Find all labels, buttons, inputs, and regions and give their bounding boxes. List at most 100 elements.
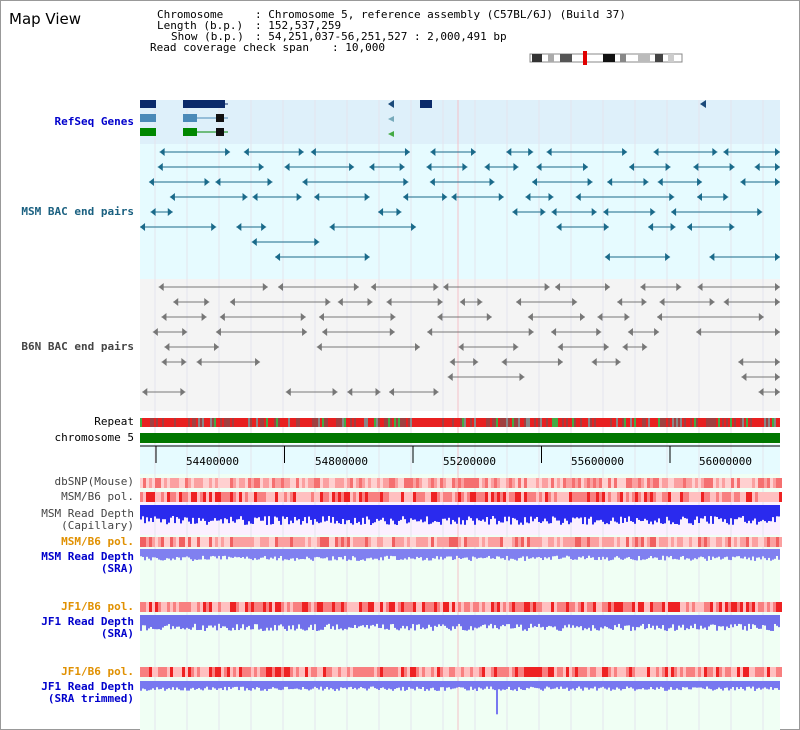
- heat-cell: [764, 537, 767, 547]
- heat-cell: [479, 602, 482, 612]
- repeat-block: [372, 418, 374, 427]
- heat-cell: [179, 667, 182, 677]
- depth-bar: [418, 549, 420, 558]
- depth-bar: [736, 615, 738, 626]
- depth-bar: [492, 505, 494, 517]
- depth-bar: [482, 615, 484, 625]
- depth-bar: [562, 549, 564, 558]
- depth-bar: [538, 505, 540, 522]
- repeat-block: [748, 418, 750, 427]
- heat-cell: [167, 492, 170, 502]
- b6n-bac-end: [433, 388, 439, 396]
- b6n-bac-end: [182, 328, 188, 336]
- heat-cell: [404, 667, 407, 677]
- repeat-block: [712, 418, 714, 427]
- depth-bar: [340, 681, 342, 688]
- depth-bar: [456, 615, 458, 627]
- repeat-block: [720, 418, 722, 427]
- heat-cell: [443, 478, 446, 488]
- depth-bar: [604, 505, 606, 525]
- heat-cell: [203, 478, 206, 488]
- heat-cell: [527, 667, 530, 677]
- depth-bar: [308, 549, 310, 559]
- heat-cell: [494, 492, 497, 502]
- depth-bar: [558, 681, 560, 690]
- heat-cell: [464, 537, 467, 547]
- depth-bar: [442, 505, 444, 519]
- depth-bar: [350, 681, 352, 687]
- msm-bac-end: [775, 253, 780, 261]
- b6n-bac-end: [142, 388, 148, 396]
- heat-cell: [335, 537, 338, 547]
- heat-cell: [575, 667, 578, 677]
- depth-bar: [776, 615, 778, 626]
- depth-bar: [660, 615, 662, 629]
- heat-cell: [374, 537, 377, 547]
- depth-bar: [558, 549, 560, 560]
- depth-bar: [778, 681, 780, 690]
- depth-bar: [298, 615, 300, 625]
- depth-bar: [550, 549, 552, 560]
- depth-bar: [494, 681, 496, 691]
- depth-bar: [770, 549, 772, 561]
- heat-cell: [527, 537, 530, 547]
- b6n-bac-label[interactable]: B6N BAC end pairs: [21, 340, 134, 353]
- heat-cell: [779, 667, 782, 677]
- depth-bar: [594, 681, 596, 687]
- heat-cell: [422, 537, 425, 547]
- heat-cell: [272, 478, 275, 488]
- depth-bar: [404, 615, 406, 629]
- depth-bar: [252, 615, 254, 630]
- refseq-label[interactable]: RefSeq Genes: [54, 115, 134, 128]
- msm-bac-label[interactable]: MSM BAC end pairs: [21, 205, 134, 218]
- repeat-block: [514, 418, 516, 427]
- depth-bar: [360, 681, 362, 687]
- chromosome-label: chromosome 5: [54, 431, 134, 444]
- heat-cell: [272, 537, 275, 547]
- depth-bar: [774, 505, 776, 523]
- heat-cell: [572, 667, 575, 677]
- depth-bar: [170, 615, 172, 630]
- depth-bar: [176, 681, 178, 688]
- repeat-block: [624, 418, 626, 427]
- depth-bar: [550, 615, 552, 627]
- depth-bar: [660, 549, 662, 560]
- heat-cell: [611, 492, 614, 502]
- depth-bar: [432, 549, 434, 559]
- heat-cell: [305, 478, 308, 488]
- repeat-block: [348, 418, 350, 427]
- jf1-depth-sra-label: JF1 Read Depth: [41, 615, 134, 628]
- heat-cell: [578, 537, 581, 547]
- depth-bar: [584, 549, 586, 560]
- repeat-block: [734, 418, 736, 427]
- heat-cell: [692, 602, 695, 612]
- depth-bar: [196, 505, 198, 524]
- depth-bar: [700, 549, 702, 557]
- heat-cell: [731, 537, 734, 547]
- depth-bar: [542, 549, 544, 561]
- b6n-bac-end: [697, 283, 703, 291]
- depth-bar: [722, 615, 724, 627]
- depth-bar: [648, 681, 650, 690]
- heat-cell: [569, 492, 572, 502]
- depth-bar: [144, 681, 146, 690]
- heat-cell: [371, 602, 374, 612]
- depth-bar: [548, 549, 550, 558]
- heat-cell: [488, 667, 491, 677]
- ideogram-band: [668, 54, 674, 62]
- heat-cell: [380, 667, 383, 677]
- depth-bar: [552, 681, 554, 689]
- depth-bar: [234, 549, 236, 557]
- heat-cell: [497, 492, 500, 502]
- heat-cell: [584, 492, 587, 502]
- depth-bar: [588, 615, 590, 628]
- depth-bar: [570, 681, 572, 690]
- depth-bar: [182, 615, 184, 629]
- ideogram-band: [548, 54, 554, 62]
- heat-cell: [368, 667, 371, 677]
- b6n-bac-end: [477, 298, 483, 306]
- depth-bar: [734, 505, 736, 520]
- heat-cell: [500, 667, 503, 677]
- repeat-block: [670, 418, 672, 427]
